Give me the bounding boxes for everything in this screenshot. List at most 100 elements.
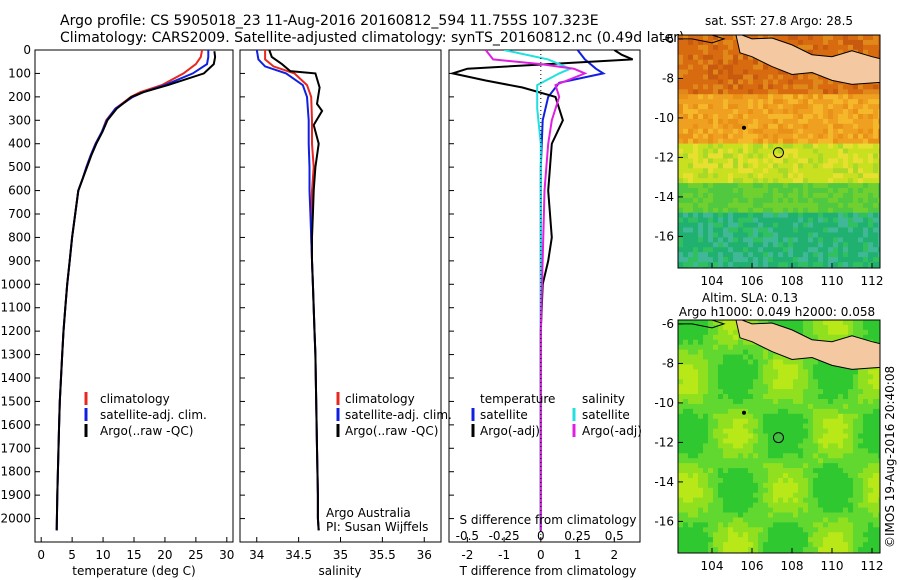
sla-map-cell (763, 477, 769, 484)
sla-map-cell (713, 443, 719, 449)
sla-map-cell (808, 334, 814, 341)
sst-map-cell (823, 202, 829, 209)
sst-map-cell (743, 123, 749, 130)
legend-label-climatology: climatology (100, 392, 170, 406)
sla-map-cell (793, 359, 799, 365)
sst-map-cell (733, 158, 739, 164)
sst-map-cell (758, 104, 764, 110)
sst-map-cell (698, 232, 704, 238)
sla-map-cell (848, 394, 854, 400)
sla-map-cell (858, 329, 864, 336)
sst-map-cell (728, 138, 734, 145)
sst-map-cell (843, 84, 849, 90)
sla-map-cell (808, 542, 814, 548)
sst-map-cell (838, 109, 844, 115)
sst-map-cell (813, 173, 819, 179)
sla-map-cell (753, 349, 759, 356)
sst-map-cell (713, 212, 719, 219)
sla-map-cell (838, 532, 844, 538)
sst-map-cell (768, 217, 774, 224)
sst-map-cell (753, 197, 759, 204)
sst-map-lon-label: 104 (701, 274, 724, 288)
sla-map-cell (828, 477, 834, 484)
sla-map-cell (798, 413, 804, 420)
sst-map-cell (833, 222, 839, 229)
sla-map-cell (698, 349, 704, 356)
sla-map-cell (713, 339, 719, 346)
sst-map-cell (808, 262, 814, 268)
legend-label-temperature-satellite: satellite (480, 408, 528, 422)
temperature-tick-label: 20 (157, 548, 172, 562)
sla-map-cell (693, 522, 699, 528)
sst-map-cell (693, 113, 699, 120)
sla-map-cell (753, 344, 759, 351)
sst-map-cell (813, 44, 819, 51)
sla-map-cell (798, 374, 804, 380)
sla-map-cell (718, 394, 724, 400)
sla-map-cell (723, 320, 729, 326)
sla-map-cell (863, 542, 869, 548)
sst-map-cell (818, 232, 824, 238)
sst-map-cell (803, 252, 809, 258)
sst-map-cell (728, 49, 734, 56)
sla-map-cell (713, 359, 719, 365)
sst-map-cell (713, 39, 719, 46)
temperature-tick-label: 30 (219, 548, 234, 562)
sst-map-cell (693, 138, 699, 145)
sst-map-cell (868, 113, 874, 120)
sst-map-cell (703, 227, 709, 233)
sst-map-cell (798, 113, 804, 120)
sla-map-cell (728, 468, 734, 474)
difference-series-line (503, 50, 573, 531)
sst-map-cell (728, 74, 734, 80)
sst-map-cell (828, 222, 834, 229)
sla-map-cell (713, 458, 719, 464)
sst-map-cell (778, 217, 784, 224)
sst-map-cell (833, 237, 839, 243)
sla-map-cell (708, 334, 714, 341)
sst-map-cell (793, 188, 799, 194)
sst-map-cell (698, 257, 704, 263)
sla-map-cell (703, 458, 709, 464)
sla-map-cell (788, 458, 794, 464)
sst-map-cell (863, 207, 869, 214)
sla-map-cell (713, 497, 719, 504)
sla-map-cell (678, 359, 684, 365)
sst-map-cell (873, 222, 879, 229)
sst-map-cell (828, 163, 834, 169)
sst-map-cell (833, 192, 839, 199)
sla-map-cell (693, 547, 699, 553)
sst-map-cell (808, 113, 814, 120)
sla-map-cell (838, 537, 844, 543)
sst-map-cell (763, 183, 769, 189)
sst-map-cell (863, 178, 869, 184)
sst-map-cell (763, 35, 769, 41)
sla-map-cell (738, 477, 744, 484)
sla-map-cell (813, 497, 819, 504)
sla-map-cell (743, 473, 749, 479)
sla-map-cell (743, 517, 749, 523)
sla-map-cell (813, 389, 819, 395)
sst-map-cell (778, 262, 784, 268)
sla-map-cell (768, 477, 774, 484)
sla-map-cell (703, 329, 709, 336)
sla-map-cell (853, 408, 859, 415)
sst-map-cell (808, 212, 814, 219)
sla-map-cell (783, 398, 789, 405)
sst-map-cell (718, 74, 724, 80)
sst-map-cell (748, 242, 754, 248)
sla-map-cell (813, 423, 819, 430)
sst-map-cell (718, 84, 724, 90)
sla-map-cell (693, 354, 699, 360)
sla-map-cell (778, 497, 784, 504)
sla-map-cell (713, 329, 719, 336)
sla-map-cell (753, 359, 759, 365)
sst-map-cell (753, 113, 759, 120)
sla-map-cell (743, 443, 749, 449)
sla-map-cell (853, 443, 859, 449)
sst-map-cell (738, 262, 744, 268)
sla-map-cell (863, 448, 869, 454)
sst-map-cell (868, 89, 874, 95)
sla-map-cell (803, 408, 809, 415)
sla-map-cell (698, 354, 704, 360)
